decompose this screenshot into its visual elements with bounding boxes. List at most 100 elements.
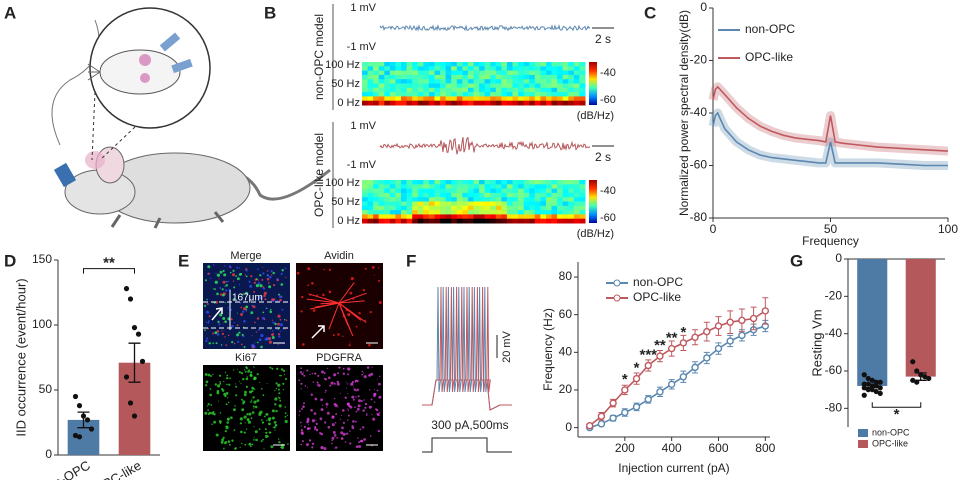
cell-dot xyxy=(269,432,271,434)
spectrogram-cell xyxy=(506,87,513,93)
spectrogram-cell xyxy=(562,62,569,67)
data-point xyxy=(726,318,734,326)
spectrogram-cell xyxy=(479,79,486,84)
image-title: Merge xyxy=(230,250,261,262)
spectrogram-cell xyxy=(529,87,536,93)
cell-dot xyxy=(299,371,302,374)
y-tick-label: 0 xyxy=(565,420,572,434)
x-tick-label: 200 xyxy=(615,441,635,455)
spectrogram-cell xyxy=(406,197,413,202)
spectrogram-cell xyxy=(406,184,413,190)
spectrogram-cell xyxy=(506,74,513,80)
spectrogram-cell xyxy=(490,180,497,185)
spectrogram-cell xyxy=(573,92,580,97)
data-point xyxy=(667,344,676,353)
cell-dot xyxy=(358,445,362,448)
spectrogram-cell xyxy=(534,62,541,67)
cell-dot xyxy=(253,290,256,293)
cell-dot xyxy=(340,418,342,420)
spectrogram-cell xyxy=(473,74,480,80)
spectrogram-cell xyxy=(451,197,458,202)
spectrogram-cell xyxy=(512,192,519,198)
cell-dot xyxy=(362,288,366,292)
data-point xyxy=(869,383,875,389)
cell-dot xyxy=(215,433,219,437)
spectrogram-cell xyxy=(546,74,553,80)
cell-dot xyxy=(259,284,263,288)
spectrogram-cell xyxy=(557,184,564,190)
cell-dot xyxy=(263,318,266,321)
spectrogram-cell xyxy=(562,218,569,224)
cell-dot xyxy=(233,286,236,289)
cell-dot xyxy=(274,403,277,406)
spectrogram-cell xyxy=(551,192,558,198)
spectrogram-cell xyxy=(434,180,441,185)
cell-dot xyxy=(355,420,357,423)
cell-dot xyxy=(260,440,263,443)
spectrogram-cell xyxy=(367,87,374,93)
significance-bracket xyxy=(871,402,922,408)
cell-dot xyxy=(228,443,231,446)
spectrogram-cell xyxy=(389,79,396,84)
spectrogram-cell xyxy=(490,100,497,106)
cell-dot xyxy=(347,419,349,421)
spectrogram-cell xyxy=(428,192,435,198)
cell-dot xyxy=(239,422,242,425)
spectrogram-cell xyxy=(523,201,530,207)
cell-dot xyxy=(265,432,267,434)
spectrogram-cell xyxy=(490,184,497,190)
cell-dot xyxy=(347,393,349,395)
cell-dot xyxy=(248,369,251,372)
cell-dot xyxy=(246,413,249,416)
cell-dot xyxy=(311,419,315,423)
spectrogram-cell xyxy=(406,87,413,93)
spectrogram-cell xyxy=(523,74,530,80)
spectrogram-cell xyxy=(462,197,469,202)
spectrogram-cell xyxy=(540,218,547,224)
cell-dot xyxy=(227,397,229,399)
spectrogram-cell xyxy=(440,66,447,72)
spectrogram-cell xyxy=(546,201,553,207)
spectrogram-cell xyxy=(557,188,564,194)
cell-dot xyxy=(262,287,266,290)
spectrogram-cell xyxy=(557,96,564,102)
cell-dot xyxy=(256,317,260,320)
spectrogram-cell xyxy=(568,201,575,207)
spectrogram-cell xyxy=(389,180,396,185)
cell-dot xyxy=(279,330,281,333)
cell-dot xyxy=(235,275,238,277)
spectrogram-cell xyxy=(562,96,569,102)
x-tick-label: 600 xyxy=(708,441,728,455)
spectrogram-cell xyxy=(367,100,374,106)
spectrogram-cell xyxy=(573,70,580,76)
cell-dot xyxy=(349,342,351,344)
spectrogram-cell xyxy=(367,205,374,211)
cell-dot xyxy=(230,318,233,321)
spectrogram-cell xyxy=(579,87,586,93)
spectrogram-cell xyxy=(579,79,586,84)
spectrogram-cell xyxy=(518,214,525,220)
spectrogram-cell xyxy=(473,70,480,76)
spectrogram-cell xyxy=(562,100,569,106)
spectrogram-cell xyxy=(501,218,508,224)
spectrogram-cell xyxy=(417,184,424,190)
cell-dot xyxy=(219,412,222,414)
cell-dot xyxy=(228,383,231,386)
cell-dot xyxy=(310,393,313,396)
cell-dot xyxy=(364,402,368,406)
cell-dot xyxy=(284,419,288,424)
spectrogram-cell xyxy=(506,180,513,185)
spectrogram-cell xyxy=(467,66,474,72)
spectrogram-cell xyxy=(373,100,380,106)
cell-dot xyxy=(301,295,304,299)
spectrogram-cell xyxy=(467,92,474,97)
spectrogram-cell xyxy=(395,205,402,211)
cell-dot xyxy=(256,278,258,280)
spectrogram-cell xyxy=(378,192,385,198)
spectrogram-cell xyxy=(484,66,491,72)
spectrogram-cell xyxy=(395,188,402,194)
spectrogram-cell xyxy=(551,184,558,190)
image-title: Ki67 xyxy=(235,352,257,364)
cell-dot xyxy=(259,296,262,300)
cell-dot xyxy=(209,277,212,280)
